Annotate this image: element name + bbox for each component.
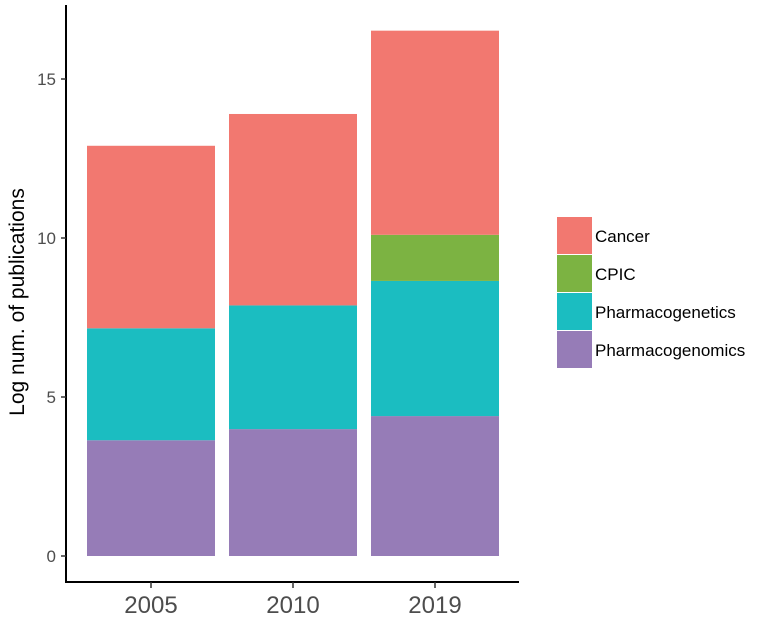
bar-2005-pharmacogenetics [87, 328, 215, 441]
y-tick-label: 15 [37, 70, 56, 89]
legend-key-pharmacogenetics [557, 293, 592, 330]
legend-key-pharmacogenomics [557, 331, 592, 368]
bar-2019-pharmacogenetics [371, 280, 499, 417]
bar-2019-cpic [371, 234, 499, 281]
y-tick-label: 0 [47, 547, 56, 566]
x-tick-label: 2005 [124, 592, 177, 617]
bar-2010-cancer [229, 113, 357, 306]
bar-2010-pharmacogenomics [229, 429, 357, 556]
y-tick-label: 5 [47, 388, 56, 407]
bar-2005-pharmacogenomics [87, 440, 215, 556]
x-tick-label: 2010 [266, 592, 319, 617]
y-axis-label: Log num. of publications [6, 188, 29, 416]
bar-2010-pharmacogenetics [229, 305, 357, 430]
y-tick-label: 10 [37, 229, 56, 248]
bar-2019-cancer [371, 30, 499, 235]
legend-key-cancer [557, 217, 592, 254]
legend-label: CPIC [595, 265, 636, 284]
bar-2019-pharmacogenomics [371, 416, 499, 556]
legend-label: Pharmacogenetics [595, 303, 736, 322]
legend-label: Pharmacogenomics [595, 341, 745, 360]
legend-key-cpic [557, 255, 592, 292]
bar-2005-cancer [87, 145, 215, 329]
x-tick-label: 2019 [408, 592, 461, 617]
legend-label: Cancer [595, 227, 650, 246]
